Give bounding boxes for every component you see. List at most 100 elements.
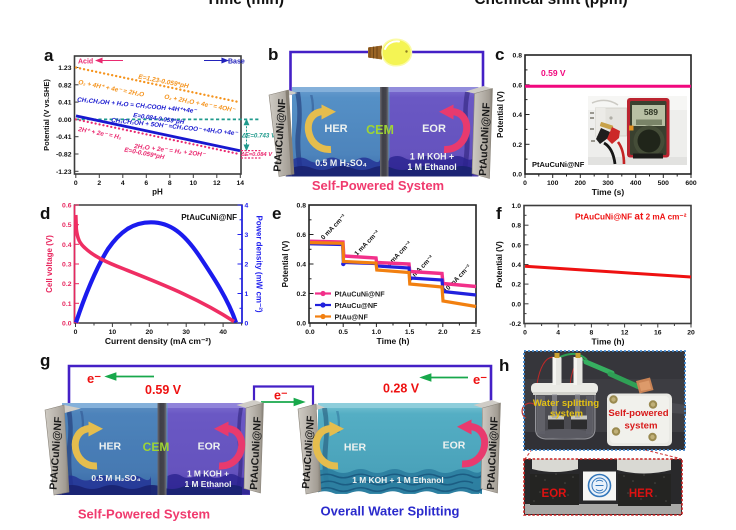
svg-text:HER: HER — [629, 488, 654, 500]
svg-text:PtAuCuNi@NF: PtAuCuNi@NF — [335, 289, 386, 298]
svg-text:589: 589 — [644, 107, 658, 117]
svg-text:pH: pH — [152, 188, 163, 197]
svg-text:0.4: 0.4 — [512, 262, 522, 269]
svg-text:-0.82: -0.82 — [56, 152, 72, 159]
svg-text:PtAuCuNi@NF: PtAuCuNi@NF — [248, 416, 264, 490]
svg-text:PtAuCuNi@NF at 2 mA cm⁻²: PtAuCuNi@NF at 2 mA cm⁻² — [575, 212, 687, 223]
svg-text:0.0: 0.0 — [512, 301, 522, 308]
svg-text:1 M KOH +: 1 M KOH + — [187, 469, 229, 479]
svg-text:PtAuCuNi@NF: PtAuCuNi@NF — [532, 160, 585, 169]
svg-text:Current density (mA cm⁻²): Current density (mA cm⁻²) — [105, 336, 211, 346]
svg-text:1.0: 1.0 — [512, 203, 522, 210]
svg-text:Self-Powered System: Self-Powered System — [78, 507, 210, 522]
svg-text:0.5 M H₂SO₄: 0.5 M H₂SO₄ — [91, 473, 140, 483]
svg-text:0.2: 0.2 — [62, 281, 72, 288]
svg-text:PtAuCuNi@NF: PtAuCuNi@NF — [272, 98, 289, 172]
svg-text:600: 600 — [685, 180, 697, 187]
svg-text:Power density (mW cm⁻²): Power density (mW cm⁻²) — [255, 215, 264, 312]
svg-text:EOR: EOR — [198, 441, 221, 453]
svg-text:0.6: 0.6 — [513, 82, 523, 89]
svg-text:Time (h): Time (h) — [592, 337, 625, 347]
svg-text:8: 8 — [590, 330, 594, 337]
svg-text:Self-powered: Self-powered — [608, 408, 668, 419]
svg-text:e: e — [272, 204, 281, 223]
svg-text:EOR: EOR — [422, 123, 446, 135]
svg-text:EOR: EOR — [443, 440, 466, 452]
svg-text:1 M Ethanol: 1 M Ethanol — [407, 162, 456, 172]
svg-text:0.4: 0.4 — [513, 112, 523, 119]
svg-text:0.0: 0.0 — [305, 329, 315, 336]
svg-text:0.5: 0.5 — [338, 329, 348, 336]
svg-text:10: 10 — [190, 180, 198, 187]
svg-text:-1.23: -1.23 — [56, 169, 72, 176]
svg-text:500: 500 — [658, 180, 670, 187]
svg-text:HER: HER — [99, 441, 122, 453]
svg-text:100: 100 — [547, 180, 559, 187]
svg-text:0.6: 0.6 — [62, 203, 72, 210]
svg-text:CEM: CEM — [366, 123, 394, 137]
svg-text:0.00: 0.00 — [58, 117, 71, 124]
svg-text:10: 10 — [109, 329, 117, 336]
svg-text:d: d — [40, 204, 50, 223]
svg-text:PtAuCuNi@NF: PtAuCuNi@NF — [477, 102, 493, 176]
svg-text:40: 40 — [219, 329, 227, 336]
svg-text:a: a — [44, 46, 54, 65]
svg-text:200: 200 — [575, 180, 587, 187]
svg-text:4: 4 — [245, 203, 249, 210]
svg-text:Potential (V vs.SHE): Potential (V vs.SHE) — [42, 79, 51, 151]
svg-text:300: 300 — [602, 180, 614, 187]
svg-text:0.59 V: 0.59 V — [145, 383, 182, 397]
svg-text:0: 0 — [74, 329, 78, 336]
svg-text:0: 0 — [523, 180, 527, 187]
svg-text:PtAuCuNi@NF: PtAuCuNi@NF — [48, 416, 65, 490]
svg-text:Time (min): Time (min) — [206, 0, 284, 8]
svg-text:system: system — [550, 409, 583, 420]
svg-text:Potential (V): Potential (V) — [495, 241, 504, 288]
svg-text:0.5: 0.5 — [62, 222, 72, 229]
svg-text:12: 12 — [213, 180, 221, 187]
svg-text:0.82: 0.82 — [58, 82, 71, 89]
svg-text:-0.41: -0.41 — [56, 134, 72, 141]
svg-text:e⁻: e⁻ — [274, 389, 288, 403]
svg-text:6: 6 — [144, 180, 148, 187]
svg-text:Time (h): Time (h) — [377, 336, 410, 346]
svg-text:f: f — [496, 204, 502, 223]
svg-text:8: 8 — [168, 180, 172, 187]
svg-text:0.0: 0.0 — [62, 321, 72, 328]
svg-text:0.59 V: 0.59 V — [541, 68, 566, 78]
svg-text:Potential (V): Potential (V) — [496, 91, 505, 138]
svg-text:16: 16 — [654, 330, 662, 337]
svg-text:-0.2: -0.2 — [509, 321, 521, 328]
svg-text:1 M KOH +: 1 M KOH + — [410, 152, 454, 162]
svg-text:0.6: 0.6 — [512, 242, 522, 249]
svg-text:4: 4 — [121, 180, 125, 187]
svg-text:14: 14 — [237, 180, 245, 187]
svg-text:0: 0 — [245, 321, 249, 328]
svg-text:Self-Powered System: Self-Powered System — [312, 178, 444, 193]
svg-text:PtAuCu@NF: PtAuCu@NF — [335, 301, 379, 310]
svg-text:2.5: 2.5 — [471, 329, 481, 336]
svg-text:0.0: 0.0 — [297, 321, 307, 328]
svg-text:0.3: 0.3 — [62, 262, 72, 269]
svg-text:HER: HER — [324, 123, 347, 135]
svg-text:0.8: 0.8 — [297, 203, 307, 210]
svg-text:0.2: 0.2 — [513, 142, 523, 149]
svg-text:b: b — [268, 45, 278, 64]
svg-text:system: system — [624, 421, 657, 432]
svg-text:2.0: 2.0 — [438, 329, 448, 336]
svg-text:Chemical shift (ppm): Chemical shift (ppm) — [474, 0, 627, 8]
svg-text:1.5: 1.5 — [405, 329, 415, 336]
svg-text:400: 400 — [630, 180, 642, 187]
svg-text:2: 2 — [97, 180, 101, 187]
svg-text:0.2: 0.2 — [512, 282, 522, 289]
svg-text:PtAuCuNi@NF: PtAuCuNi@NF — [181, 213, 237, 222]
svg-text:0.41: 0.41 — [58, 100, 71, 107]
svg-text:e⁻: e⁻ — [87, 371, 101, 386]
svg-text:0: 0 — [74, 180, 78, 187]
svg-text:2: 2 — [245, 262, 249, 269]
svg-text:30: 30 — [182, 329, 190, 336]
svg-text:PtAuCuNi@NF: PtAuCuNi@NF — [485, 416, 501, 490]
svg-text:1 M KOH + 1 M Ethanol: 1 M KOH + 1 M Ethanol — [352, 475, 443, 485]
svg-text:ΔE=0.084 V: ΔE=0.084 V — [240, 152, 273, 158]
svg-text:0: 0 — [523, 330, 527, 337]
